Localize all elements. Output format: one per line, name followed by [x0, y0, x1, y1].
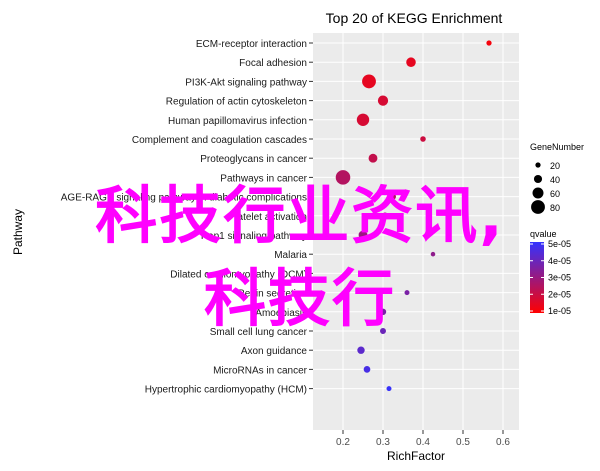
y-tick-label-1: Focal adhesion — [239, 58, 307, 69]
gene-number-legend: GeneNumber 20 40 60 80 — [530, 142, 584, 214]
size-legend-label-3: 80 — [550, 203, 560, 213]
y-tick-label-7: Pathways in cancer — [220, 173, 307, 184]
size-legend-label-1: 40 — [550, 175, 560, 185]
qvalue-tick-label-3: 2e-05 — [548, 289, 571, 299]
size-legend-dot-1 — [533, 174, 543, 184]
qvalue-colorbar — [530, 242, 544, 313]
x-tick-label-3: 0.5 — [456, 437, 470, 448]
y-tick-label-16: Axon guidance — [241, 346, 308, 357]
grid-lines — [313, 33, 519, 430]
y-tick-label-5: Complement and coagulation cascades — [132, 135, 307, 146]
y-tick-label-10: Rap1 signaling pathway — [201, 231, 307, 242]
point-0 — [486, 40, 492, 46]
point-18 — [386, 386, 392, 392]
y-tick-label-2: PI3K-Akt signaling pathway — [185, 77, 307, 88]
x-axis: 0.2 0.3 0.4 0.5 0.6 — [336, 430, 510, 448]
size-legend-dot-0 — [535, 162, 541, 168]
point-2 — [362, 74, 376, 89]
y-tick-label-6: Proteoglycans in cancer — [200, 154, 307, 165]
y-tick-label-17: MicroRNAs in cancer — [213, 365, 308, 376]
data-points — [335, 40, 492, 392]
y-tick-label-18: Hypertrophic cardiomyopathy (HCM) — [145, 385, 307, 396]
point-15 — [380, 328, 386, 334]
point-13 — [404, 290, 410, 296]
size-legend-dot-3 — [531, 200, 545, 214]
qvalue-legend: qvalue 5e-05 4e-05 3e-05 2e-05 1e-05 — [530, 229, 571, 316]
y-tick-label-3: Regulation of actin cytoskeleton — [166, 97, 307, 108]
plot-panel — [313, 33, 519, 430]
size-legend-label-0: 20 — [550, 161, 560, 171]
point-9 — [381, 212, 389, 220]
x-axis-title: RichFactor — [387, 449, 445, 463]
point-10 — [358, 230, 368, 240]
point-7 — [335, 170, 351, 185]
qvalue-tick-label-0: 5e-05 — [548, 239, 571, 249]
point-14 — [379, 308, 387, 315]
point-3 — [377, 95, 389, 106]
qvalue-tick-label-2: 3e-05 — [548, 273, 571, 283]
point-1 — [406, 57, 416, 67]
point-12 — [384, 270, 390, 277]
x-tick-label-1: 0.3 — [376, 437, 390, 448]
y-tick-label-15: Small cell lung cancer — [210, 327, 308, 338]
x-tick-label-0: 0.2 — [336, 437, 350, 448]
y-tick-label-0: ECM-receptor interaction — [196, 39, 307, 50]
size-legend-dot-2 — [532, 187, 544, 199]
qvalue-legend-title: qvalue — [530, 229, 557, 239]
x-tick-label-4: 0.6 — [496, 437, 510, 448]
gene-number-legend-title: GeneNumber — [530, 142, 584, 152]
y-tick-label-14: Amoebiasis — [255, 308, 307, 319]
point-17 — [363, 366, 371, 373]
point-4 — [356, 113, 370, 127]
qvalue-tick-label-1: 4e-05 — [548, 256, 571, 266]
y-tick-label-12: Dilated cardiomyopathy (DCM) — [170, 269, 307, 280]
x-tick-label-2: 0.4 — [416, 437, 430, 448]
y-tick-label-13: Renin secretion — [238, 289, 307, 300]
y-tick-label-8: AGE-RAGE signaling pathway in diabetic c… — [61, 193, 307, 204]
size-legend-label-2: 60 — [550, 189, 560, 199]
y-tick-label-11: Malaria — [274, 250, 307, 261]
y-tick-label-9: Platelet activation — [229, 212, 307, 223]
point-8 — [390, 193, 396, 200]
y-axis-title: Pathway — [11, 209, 25, 255]
qvalue-tick-label-4: 1e-05 — [548, 306, 571, 316]
chart-title: Top 20 of KEGG Enrichment — [326, 10, 503, 26]
point-11 — [430, 251, 436, 257]
pathway-labels: ECM-receptor interaction Focal adhesion PI… — [61, 39, 313, 396]
point-5 — [420, 136, 426, 142]
y-tick-label-4: Human papillomavirus infection — [168, 116, 307, 127]
point-16 — [357, 346, 365, 354]
point-6 — [368, 153, 378, 163]
